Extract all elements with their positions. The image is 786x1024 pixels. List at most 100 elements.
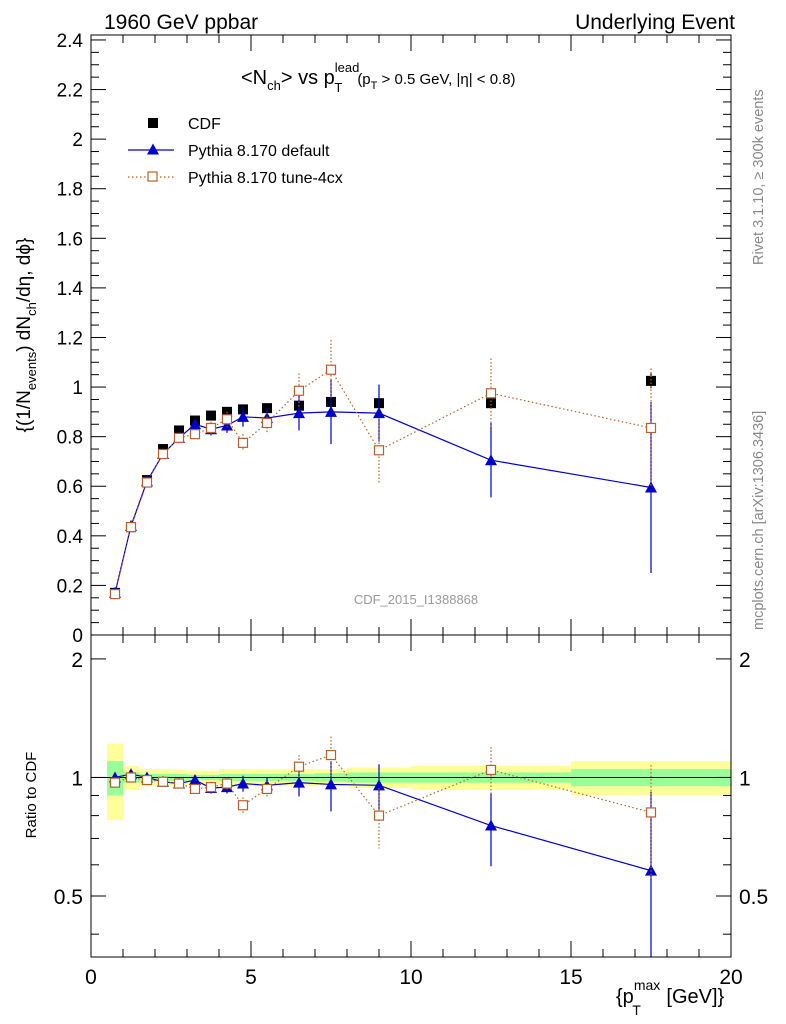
ratio-y-tick-label: 0.5 xyxy=(54,886,83,909)
main-point-tune xyxy=(485,388,497,399)
main-y-tick-label: 0.4 xyxy=(57,527,84,548)
legend-item-default: Pythia 8.170 default xyxy=(128,143,330,160)
ratio-y-tick-label-right: 1 xyxy=(739,767,751,790)
main-panel: 0 0.2 0.4 0.6 0.8 1 1.2 1.4 1.6 1.8 2 2.2 2.4 <Nch> … xyxy=(14,31,732,647)
watermark: CDF_2015_I1388868 xyxy=(354,592,478,607)
ratio-point-tune xyxy=(485,764,497,776)
ratio-point-tune xyxy=(205,782,217,793)
ratio-point-default xyxy=(189,774,201,786)
ratio-point-tune xyxy=(141,774,153,786)
ratio-point-tune xyxy=(221,778,233,789)
ratio-plot-area xyxy=(91,736,731,957)
main-point-tune xyxy=(373,445,385,456)
ratio-y-tick-label-right: 2 xyxy=(739,649,751,672)
legend-label-tune: Pythia 8.170 tune-4cx xyxy=(188,170,343,187)
header-right: Underlying Event xyxy=(575,11,735,34)
main-point-default xyxy=(325,405,337,417)
main-point-cdf xyxy=(174,425,184,436)
main-point-default xyxy=(221,419,233,431)
ratio-point-tune xyxy=(261,783,273,795)
x-tick-label: 20 xyxy=(719,966,742,989)
ratio-point-tune xyxy=(109,777,121,788)
mcplots-label: mcplots.cern.ch [arXiv:1306.3436] xyxy=(751,411,767,630)
main-point-tune xyxy=(189,429,201,440)
main-point-default xyxy=(293,407,305,419)
ratio-point-default xyxy=(373,779,385,791)
ratio-point-tune xyxy=(125,772,137,783)
ratio-point-tune xyxy=(293,761,305,772)
x-tick-label: 0 xyxy=(85,966,97,989)
main-point-tune xyxy=(141,477,153,488)
main-point-default xyxy=(237,410,249,422)
main-point-cdf xyxy=(646,375,656,386)
main-point-tune xyxy=(237,437,249,448)
main-point-tune xyxy=(261,417,273,429)
main-y-tick-label: 0.2 xyxy=(57,576,83,597)
legend-item-cdf: CDF xyxy=(148,116,221,133)
main-point-tune xyxy=(173,432,185,443)
main-y-tick-label: 2 xyxy=(72,130,83,151)
ratio-point-tune xyxy=(325,749,337,761)
ratio-y-ticks: 0.5 0.5 1 1 2 2 xyxy=(54,649,768,935)
x-tick-label: 10 xyxy=(399,966,422,989)
legend-marker-tune xyxy=(147,171,158,182)
main-point-default xyxy=(189,418,201,430)
main-point-default xyxy=(373,407,385,419)
legend-marker-cdf xyxy=(148,118,158,128)
main-point-tune xyxy=(221,414,233,425)
rivet-label: Rivet 3.1.10, ≥ 300k events xyxy=(751,89,767,265)
ratio-point-default xyxy=(237,777,249,789)
ratio-y-label: Ratio to CDF xyxy=(23,752,40,839)
ratio-y-tick-label: 2 xyxy=(71,649,83,672)
main-point-cdf xyxy=(206,410,216,421)
ratio-y-tick-label: 1 xyxy=(71,767,83,790)
ratio-panel: 0.5 0.5 1 1 2 2 0 5 10 15 20 Ratio to CDF {pmax T … xyxy=(23,634,768,1018)
main-y-tick-label: 2.2 xyxy=(57,81,83,102)
main-point-default xyxy=(645,481,657,493)
main-point-tune xyxy=(125,522,137,533)
main-frame xyxy=(90,34,732,636)
legend-item-tune: Pythia 8.170 tune-4cx xyxy=(128,170,343,187)
ratio-point-tune xyxy=(173,778,185,789)
ratio-point-tune xyxy=(157,776,169,787)
main-point-tune xyxy=(157,448,169,460)
main-point-tune xyxy=(109,588,121,600)
ratio-point-default xyxy=(293,776,305,788)
main-y-tick-label: 0 xyxy=(72,626,83,647)
main-y-tick-label: 1.2 xyxy=(57,328,83,349)
ratio-point-tune xyxy=(237,800,249,811)
ratio-point-tune xyxy=(645,807,657,818)
ratio-y-tick-label-right: 0.5 xyxy=(739,886,768,909)
ratio-point-default xyxy=(325,778,337,790)
main-y-tick-label: 1.6 xyxy=(57,229,83,250)
main-y-ticks: 0 0.2 0.4 0.6 0.8 1 1.2 1.4 1.6 1.8 2 2.2 2.4 xyxy=(57,31,731,647)
main-x-ticks xyxy=(90,35,732,635)
x-tick-label: 5 xyxy=(245,966,257,989)
legend-label-default: Pythia 8.170 default xyxy=(188,143,330,160)
main-point-cdf xyxy=(486,398,496,409)
main-y-tick-label: 1.4 xyxy=(57,279,84,300)
header-left: 1960 GeV ppbar xyxy=(104,11,258,34)
main-point-default xyxy=(485,454,497,466)
main-y-tick-label: 0.6 xyxy=(57,477,83,498)
main-point-tune xyxy=(325,364,337,375)
main-y-tick-label: 2.4 xyxy=(57,31,84,52)
x-tick-label: 15 xyxy=(559,966,582,989)
legend-label-cdf: CDF xyxy=(188,116,221,133)
main-point-tune xyxy=(293,385,305,396)
x-axis-label: {pmax T [GeV]} xyxy=(616,977,725,1018)
main-line-tune xyxy=(114,368,652,595)
main-point-tune xyxy=(645,422,657,434)
main-y-tick-label: 1.8 xyxy=(57,180,83,201)
main-plot-area xyxy=(109,339,657,600)
ratio-point-default xyxy=(485,819,497,831)
ratio-frame xyxy=(90,634,732,958)
ratio-point-tune xyxy=(373,810,385,821)
ratio-point-tune xyxy=(189,783,201,795)
main-y-tick-label: 1 xyxy=(72,378,83,399)
main-point-tune xyxy=(205,422,217,434)
legend-marker-default xyxy=(147,143,159,155)
main-y-label: {(1/Nevents) dNch/dη, dϕ} xyxy=(14,238,39,433)
ratio-x-ticks: 0 5 10 15 20 xyxy=(85,635,743,989)
